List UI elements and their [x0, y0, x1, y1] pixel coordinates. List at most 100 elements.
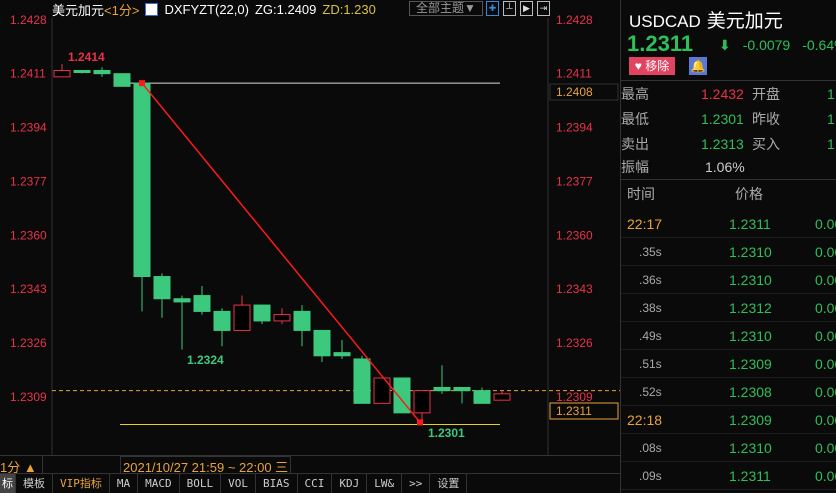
tick-vol: 0.00: [815, 468, 836, 484]
tick-vol: 0.00: [815, 440, 836, 456]
tab-9[interactable]: KDJ: [332, 474, 368, 493]
candle: [233, 295, 251, 331]
left-axis-label: 1.2377: [10, 174, 47, 188]
candle: [293, 305, 311, 347]
tick-row: .49s 1.2310 0.00: [621, 322, 836, 350]
trendline: [141, 82, 421, 423]
indicator-icon: [145, 2, 159, 16]
zoom-bars-icon[interactable]: ┴: [503, 1, 516, 16]
candle: [273, 308, 291, 325]
col-time: 时间: [627, 186, 655, 202]
candle: [253, 304, 271, 325]
candle: [373, 377, 391, 404]
tick-row: .35s 1.2310 0.00: [621, 238, 836, 266]
period: <1分>: [104, 2, 140, 18]
candle-body: [53, 69, 71, 78]
ref-price-box: [549, 83, 619, 101]
stat-value: 1.2313: [701, 136, 744, 152]
candle-body: [133, 82, 151, 278]
last-price-box: [549, 402, 619, 420]
candle: [433, 365, 451, 394]
tab-10[interactable]: LW&: [367, 474, 403, 493]
stat-value-2: 1.: [827, 86, 836, 102]
go-end-icon[interactable]: ⇥: [537, 1, 550, 16]
candle-body: [353, 358, 371, 404]
tick-row: 22:17 1.2311 0.00: [621, 210, 836, 238]
remove-label: 移除: [645, 59, 670, 73]
tick-time: .09s: [639, 469, 662, 483]
trend-handle: [139, 80, 145, 87]
candle-body: [293, 310, 311, 331]
tab-6[interactable]: VOL: [221, 474, 256, 493]
left-axis-label: 1.2411: [10, 67, 46, 81]
right-axis-label: 1.2309: [556, 390, 593, 404]
candle: [493, 390, 511, 401]
tick-row: .09s 1.2311 0.00: [621, 462, 836, 490]
stat-value-2: 1.: [827, 111, 836, 127]
theme-dropdown[interactable]: 全部主题▼: [409, 1, 483, 16]
tick-price: 1.2310: [729, 328, 772, 344]
tab-8[interactable]: CCI: [298, 474, 333, 493]
candle-body: [373, 377, 391, 404]
bell-icon[interactable]: 🔔: [689, 57, 707, 75]
tab-3[interactable]: MA: [110, 474, 139, 493]
candle: [353, 355, 371, 404]
amplitude-value: 1.06%: [705, 159, 745, 175]
min-label: 1.2301: [428, 426, 465, 440]
left-axis-label: 1.2309: [10, 390, 47, 404]
candlestick-chart[interactable]: 1.2428 1.2428 1.2411 1.2411 1.2394 1.2394 1.23…: [0, 0, 620, 455]
candle: [73, 69, 91, 74]
trend-handle: [417, 419, 423, 426]
tab-4[interactable]: MACD: [138, 474, 180, 493]
candle-body: [233, 304, 251, 331]
tab-11[interactable]: >>: [402, 474, 431, 493]
stat-label: 最高: [621, 86, 649, 102]
right-axis-label: 1.2428: [556, 13, 593, 27]
tick-time: 22:17: [627, 216, 663, 232]
tab-0[interactable]: 标: [0, 474, 16, 493]
candle-body: [253, 304, 271, 322]
left-axis-label: 1.2428: [10, 13, 47, 27]
crosshair-icon[interactable]: ✚: [486, 1, 499, 16]
tick-time: .49s: [639, 329, 662, 343]
ref-price-label: 1.2408: [556, 85, 593, 99]
tick-row: .36s 1.2310 0.00: [621, 266, 836, 294]
tick-price: 1.2310: [729, 440, 772, 456]
period-selector[interactable]: 1分 ▲: [0, 460, 37, 475]
remove-watchlist-button[interactable]: ♥ 移除: [629, 57, 675, 75]
tab-7[interactable]: BIAS: [256, 474, 298, 493]
candle: [93, 67, 111, 77]
candle-body: [113, 73, 131, 87]
tick-time: .08s: [639, 441, 662, 455]
time-range: 2021/10/27 21:59 ~ 22:00 三: [120, 456, 292, 475]
tick-time: .51s: [639, 357, 662, 371]
tab-1[interactable]: 模板: [16, 474, 53, 493]
right-axis-label: 1.2343: [556, 282, 593, 296]
tab-5[interactable]: BOLL: [180, 474, 222, 493]
right-axis-label: 1.2326: [556, 336, 593, 350]
tick-vol: 0.00: [815, 412, 836, 428]
zd-value: ZD:1.230: [322, 1, 376, 17]
tick-row: 22:18 1.2309 0.00: [621, 406, 836, 434]
tab-2[interactable]: VIP指标: [53, 474, 110, 493]
stats-divider: [621, 80, 836, 81]
right-axis-label: 1.2411: [556, 67, 592, 81]
tick-time: .52s: [639, 385, 662, 399]
stat-value: 1.2301: [701, 111, 744, 127]
divider: [42, 456, 43, 474]
scroll-icon[interactable]: ▶: [520, 1, 533, 16]
right-axis-label: 1.2394: [556, 121, 593, 135]
time-bar: 1分 ▲ 2021/10/27 21:59 ~ 22:00 三: [0, 455, 620, 475]
tab-12[interactable]: 设置: [430, 474, 468, 493]
tick-vol: 0.00: [815, 216, 836, 232]
indicator-tabs: 标模板 VIP指标 MA MACD BOLL VOL BIAS CCI KDJ LW& >> 设置: [0, 473, 620, 493]
candle: [113, 73, 131, 87]
change: ⬇ -0.0079 -0.64%: [719, 37, 836, 54]
candle-body: [433, 386, 451, 392]
stat-label-2: 昨收: [752, 111, 780, 127]
stat-label-2: 开盘: [752, 86, 780, 102]
tick-price: 1.2308: [729, 384, 772, 400]
tick-time: 22:18: [627, 412, 663, 428]
tick-vol: 0.00: [815, 384, 836, 400]
left-axis-label: 1.2343: [10, 282, 47, 296]
